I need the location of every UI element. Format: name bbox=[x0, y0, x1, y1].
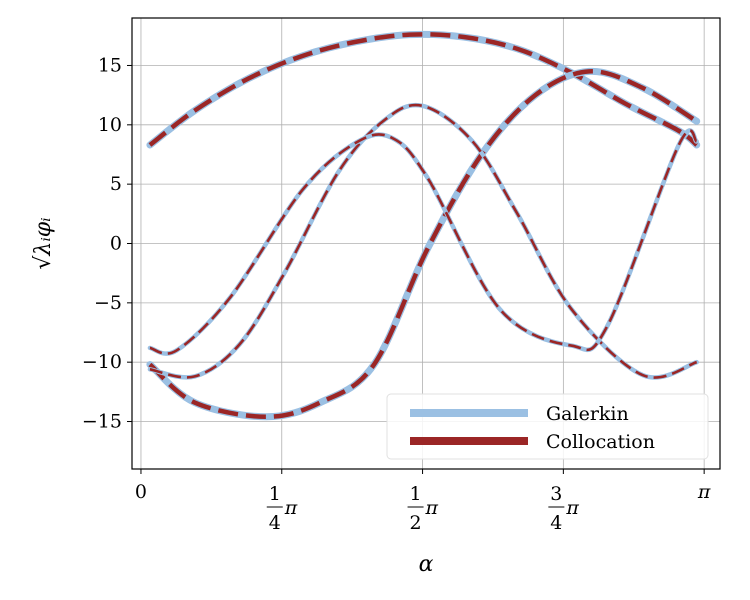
collocation-mode-4 bbox=[149, 129, 698, 355]
y-axis-label: √λᵢφᵢ bbox=[31, 217, 56, 269]
series-lines bbox=[146, 30, 701, 421]
y-tick-label: 15 bbox=[98, 54, 122, 76]
legend-label-galerkin: Galerkin bbox=[546, 403, 629, 425]
y-tick-label: −10 bbox=[82, 351, 122, 373]
x-tick-label-denominator: 2 bbox=[410, 512, 422, 534]
galerkin-mode-4 bbox=[147, 128, 699, 356]
x-tick-label-numerator: 1 bbox=[410, 483, 422, 505]
x-axis-label: α bbox=[419, 552, 434, 577]
y-tick-label: −5 bbox=[94, 292, 122, 314]
galerkin-mode-2 bbox=[146, 67, 701, 421]
galerkin-mode-3 bbox=[147, 102, 699, 380]
collocation-mode-2 bbox=[148, 69, 698, 420]
x-tick-label: π bbox=[697, 481, 711, 503]
y-tick-label: 0 bbox=[110, 233, 122, 255]
y-tick-label: −15 bbox=[82, 411, 122, 433]
x-tick-label-numerator: 1 bbox=[269, 483, 281, 505]
y-tick-label: 5 bbox=[110, 173, 122, 195]
x-tick-label-denominator: 4 bbox=[550, 512, 562, 534]
legend: Galerkin Collocation bbox=[386, 393, 709, 460]
x-tick-label: 0 bbox=[135, 481, 147, 503]
x-tick-label-suffix: π bbox=[284, 497, 298, 519]
x-tick-label-suffix: π bbox=[425, 497, 439, 519]
grid bbox=[132, 18, 720, 469]
x-tick-label-suffix: π bbox=[565, 497, 579, 519]
collocation-mode-1 bbox=[148, 32, 699, 147]
y-tick-label: 10 bbox=[98, 114, 122, 136]
collocation-mode-3 bbox=[149, 103, 698, 379]
x-tick-label-numerator: 3 bbox=[550, 483, 562, 505]
legend-label-collocation: Collocation bbox=[546, 431, 655, 453]
y-axis: 15 10 5 0 −5 −10 −15 bbox=[82, 54, 132, 433]
x-tick-label-denominator: 4 bbox=[269, 512, 281, 534]
